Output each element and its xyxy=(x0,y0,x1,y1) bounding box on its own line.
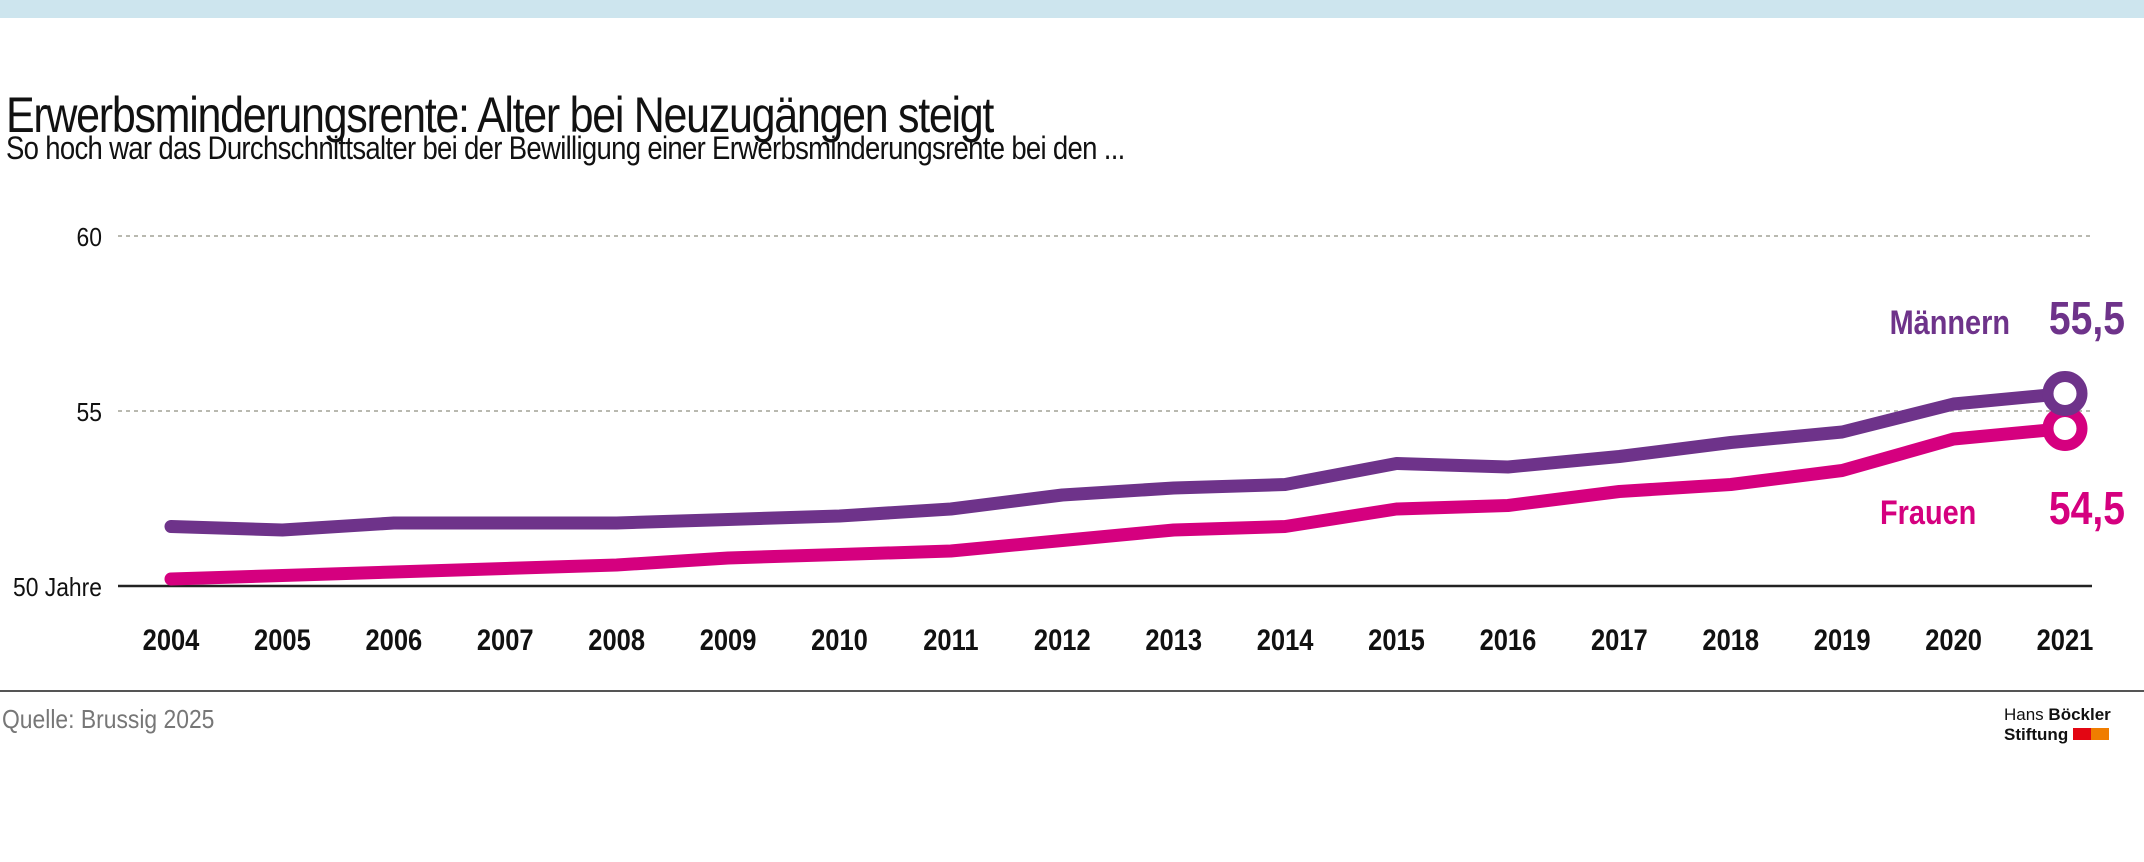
x-tick-label: 2018 xyxy=(1702,623,1759,656)
end-labels: Männern 55,5 Frauen 54,5 xyxy=(1880,293,2125,535)
y-tick-label: 60 xyxy=(77,224,102,253)
line-chart: 50 Jahre 55 60 2004 2005 2006 2007 2008 2009 201… xyxy=(13,224,2125,657)
chart-subtitle: So hoch war das Durchschnittsalter bei d… xyxy=(6,130,1125,166)
x-tick-label: 2007 xyxy=(477,623,534,656)
x-tick-label: 2016 xyxy=(1480,623,1537,656)
logo-red-square-icon xyxy=(2072,728,2091,741)
logo-text-boeckler: Böckler xyxy=(2048,705,2111,724)
x-tick-label: 2012 xyxy=(1034,623,1091,656)
gridlines xyxy=(118,235,2092,588)
x-tick-label: 2009 xyxy=(700,623,757,656)
y-axis-ticks: 50 Jahre 55 60 xyxy=(13,224,102,603)
x-axis-ticks: 2004 2005 2006 2007 2008 2009 2010 2011 2012 2013… xyxy=(143,623,2094,656)
series xyxy=(164,371,2088,586)
x-tick-label: 2019 xyxy=(1814,623,1871,656)
x-tick-label: 2008 xyxy=(588,623,645,656)
end-marker-frauen xyxy=(2042,406,2088,451)
source-note: Quelle: Brussig 2025 xyxy=(2,704,215,734)
x-tick-label: 2021 xyxy=(2037,623,2094,656)
x-tick-label: 2011 xyxy=(923,623,978,656)
hans-boeckler-logo: Hans Böckler Stiftung xyxy=(2004,705,2111,745)
x-tick-label: 2017 xyxy=(1591,623,1648,656)
x-tick-label: 2005 xyxy=(254,623,311,656)
y-tick-label: 50 Jahre xyxy=(13,574,102,603)
logo-text-hans: Hans xyxy=(2004,705,2044,724)
x-tick-label: 2006 xyxy=(365,623,422,656)
x-tick-label: 2020 xyxy=(1925,623,1982,656)
x-tick-label: 2014 xyxy=(1257,623,1314,656)
series-line-maenner xyxy=(164,387,2072,537)
series-end-value-frauen: 54,5 xyxy=(2049,483,2125,535)
x-tick-label: 2010 xyxy=(811,623,868,656)
y-tick-label: 55 xyxy=(77,399,102,428)
x-tick-label: 2015 xyxy=(1368,623,1425,656)
logo-orange-square-icon xyxy=(2090,728,2109,741)
chart-title: Erwerbsminderungsrente: Alter bei Neuzug… xyxy=(6,86,994,143)
end-marker-maenner xyxy=(2042,371,2088,416)
x-tick-label: 2004 xyxy=(143,623,200,656)
series-label-maenner: Männern xyxy=(1890,303,2010,342)
series-label-frauen: Frauen xyxy=(1880,493,1976,532)
footer-divider xyxy=(0,690,2144,692)
series-end-value-maenner: 55,5 xyxy=(2049,293,2125,345)
x-tick-label: 2013 xyxy=(1145,623,1202,656)
top-accent-bar xyxy=(0,0,2144,18)
logo-text-stiftung: Stiftung xyxy=(2004,725,2069,744)
series-line-frauen xyxy=(164,422,2072,586)
